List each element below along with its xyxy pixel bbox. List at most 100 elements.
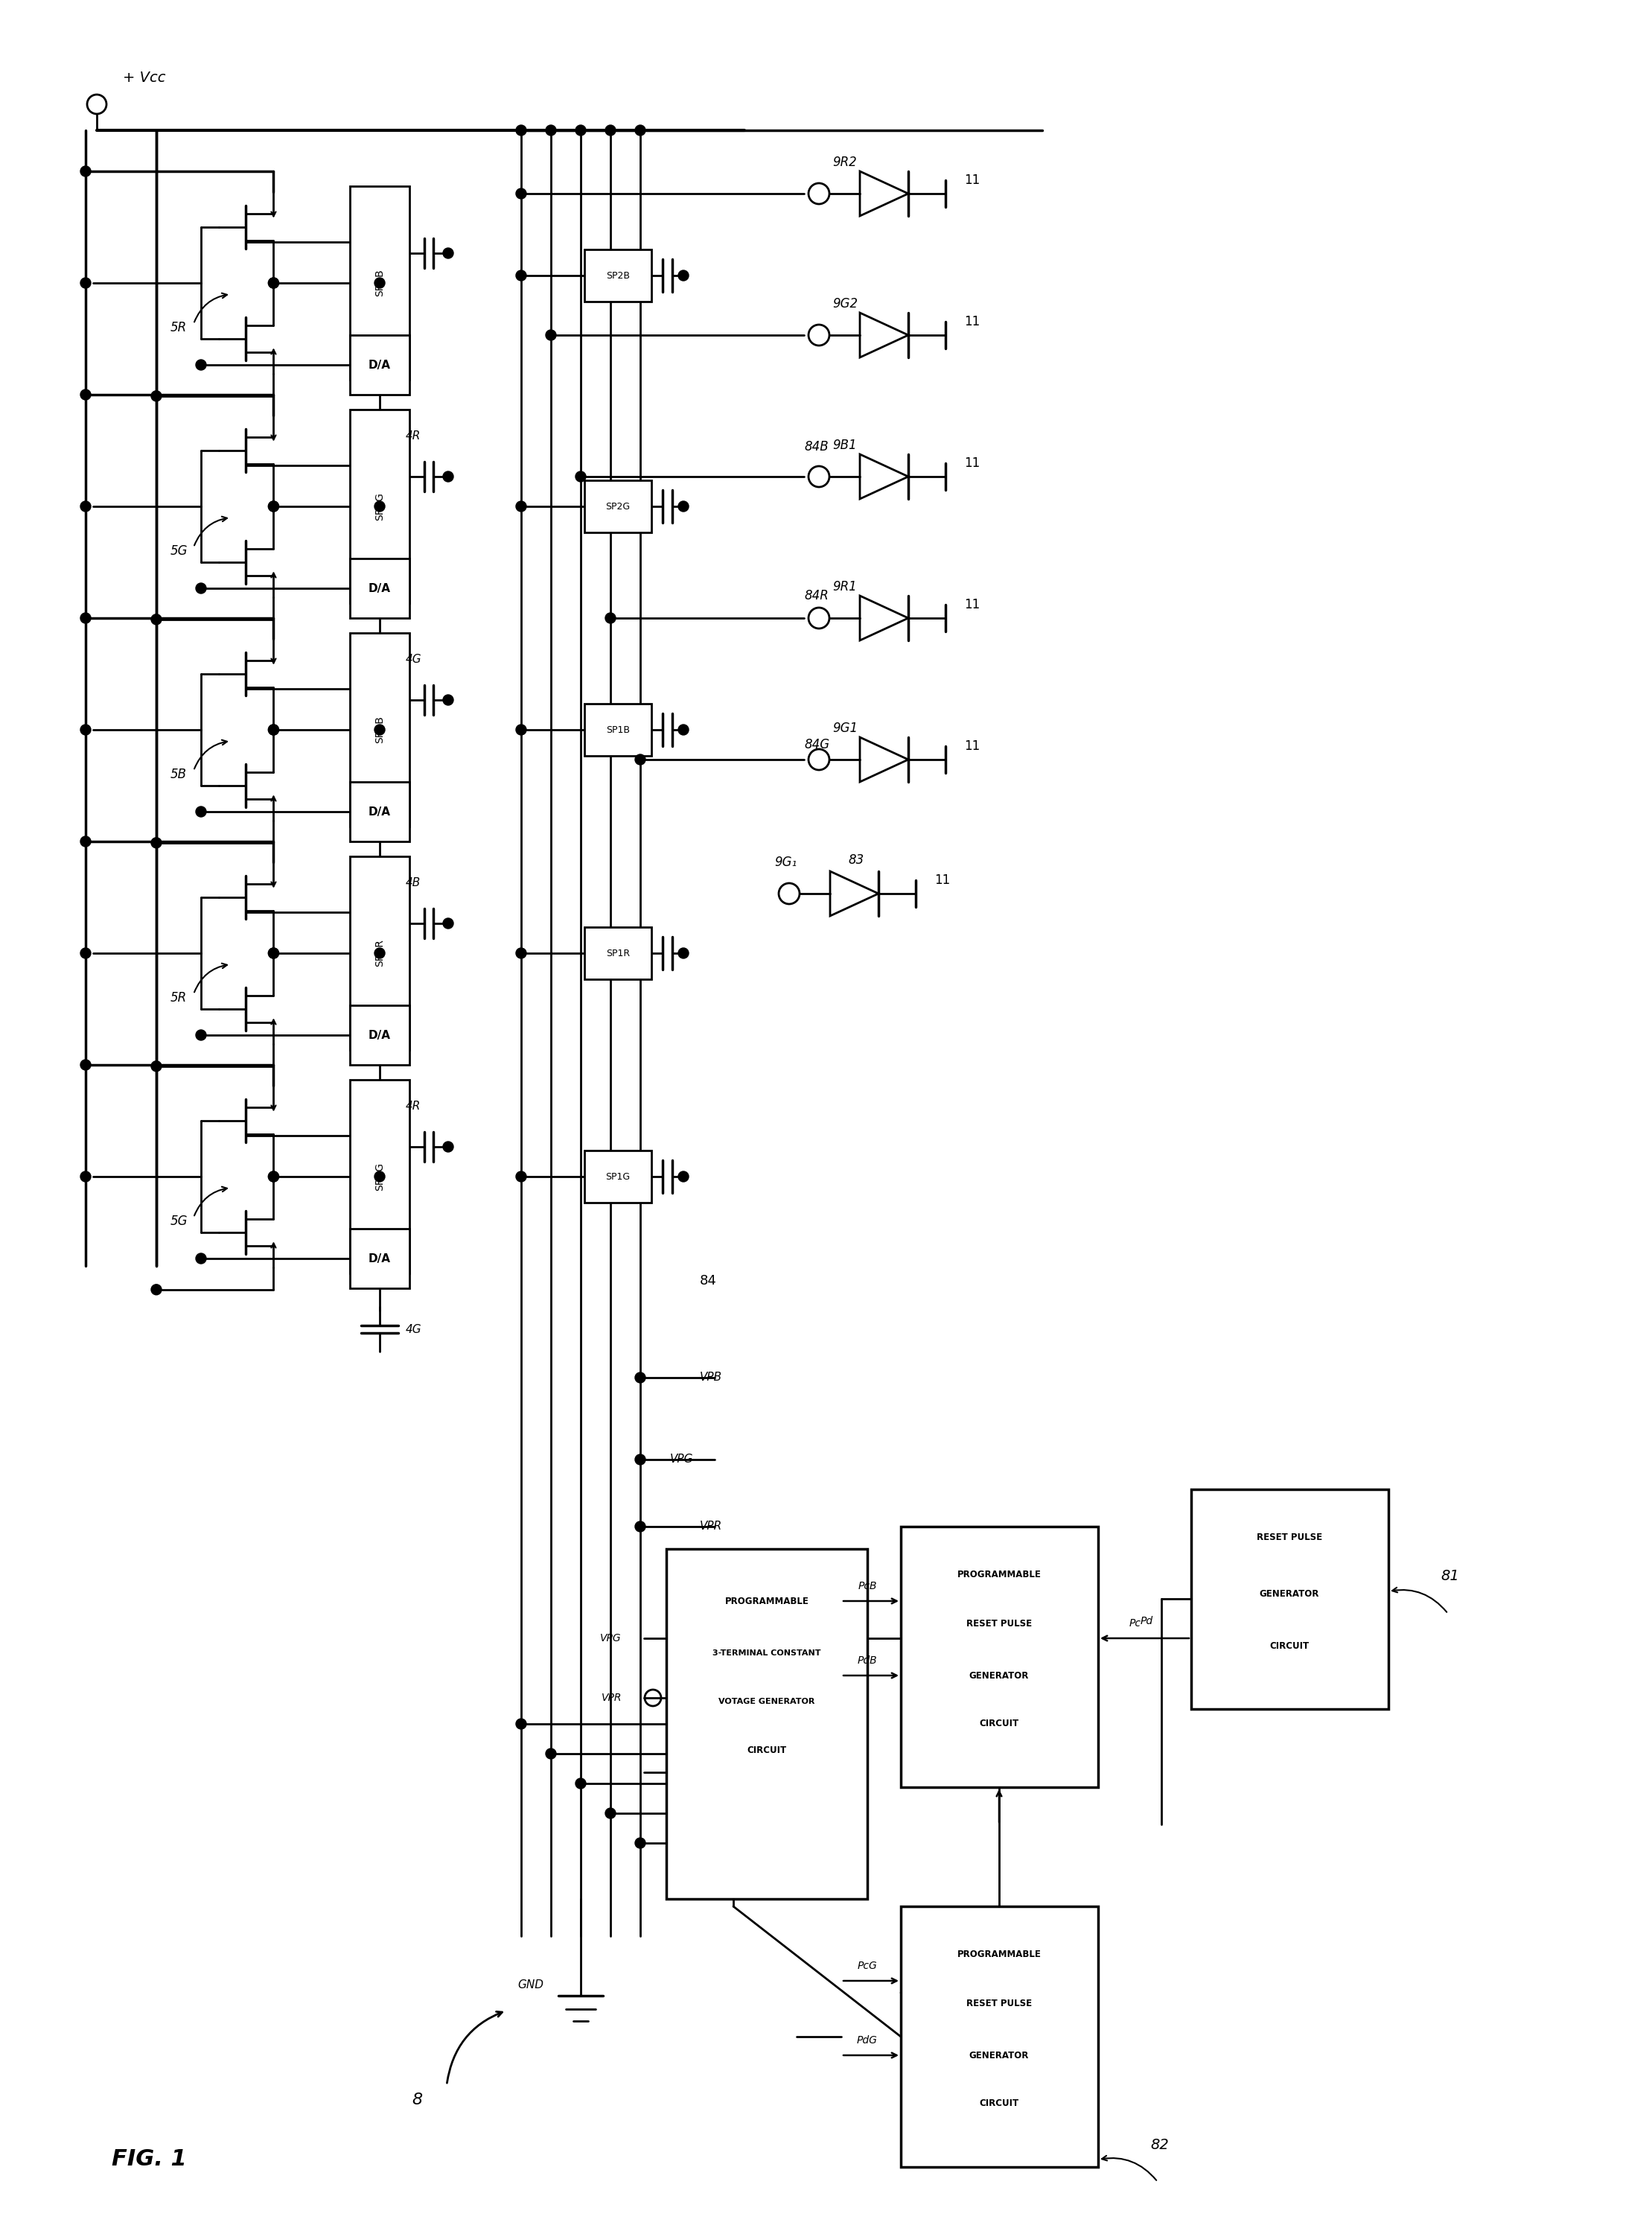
Text: Pd: Pd [1140, 1615, 1153, 1626]
Circle shape [375, 277, 385, 288]
Bar [585, 927, 651, 978]
Bar [585, 1151, 651, 1202]
Bar [900, 1526, 1099, 1787]
Text: RESET PULSE: RESET PULSE [966, 1997, 1032, 2008]
Text: VPR: VPR [700, 1521, 722, 1533]
Bar [350, 856, 410, 1050]
Circle shape [634, 1372, 646, 1383]
Text: 4G: 4G [406, 1323, 421, 1336]
Circle shape [634, 1521, 646, 1533]
Circle shape [679, 1171, 689, 1182]
Text: D/A: D/A [368, 1030, 392, 1041]
Circle shape [268, 724, 279, 735]
Text: GENERATOR: GENERATOR [970, 2051, 1029, 2060]
Bar [666, 1548, 867, 1899]
Circle shape [81, 165, 91, 176]
Text: SR1B: SR1B [375, 717, 385, 744]
Circle shape [268, 1171, 279, 1182]
Circle shape [515, 188, 527, 199]
Circle shape [679, 947, 689, 958]
Circle shape [515, 947, 527, 958]
Text: SR1R: SR1R [375, 941, 385, 967]
Circle shape [515, 1718, 527, 1729]
Text: CIRCUIT: CIRCUIT [747, 1745, 786, 1756]
Bar [900, 1906, 1099, 2167]
Text: 11: 11 [965, 174, 980, 188]
Circle shape [605, 125, 616, 136]
Circle shape [197, 1030, 206, 1041]
Text: CIRCUIT: CIRCUIT [980, 2100, 1019, 2109]
Circle shape [634, 1454, 646, 1466]
Circle shape [375, 500, 385, 512]
Circle shape [605, 1807, 616, 1818]
Circle shape [268, 947, 279, 958]
Text: GENERATOR: GENERATOR [1259, 1588, 1320, 1600]
Circle shape [515, 724, 527, 735]
Text: SP2B: SP2B [606, 270, 629, 281]
Text: PcG: PcG [857, 1961, 877, 1970]
Text: RESET PULSE: RESET PULSE [966, 1617, 1032, 1629]
Text: 5R: 5R [170, 992, 187, 1005]
Bar [350, 558, 410, 619]
Circle shape [634, 755, 646, 764]
Circle shape [515, 1171, 527, 1182]
Text: CIRCUIT: CIRCUIT [980, 1720, 1019, 1729]
Circle shape [81, 1059, 91, 1070]
Text: SP1B: SP1B [606, 724, 629, 735]
Circle shape [197, 806, 206, 818]
Text: 9G₁: 9G₁ [775, 856, 796, 869]
Text: 84R: 84R [805, 590, 828, 603]
Circle shape [515, 125, 527, 136]
Bar [350, 1079, 410, 1273]
Circle shape [679, 270, 689, 281]
Text: 11: 11 [965, 599, 980, 612]
Circle shape [197, 360, 206, 371]
Bar [585, 480, 651, 532]
Text: SR2B: SR2B [375, 270, 385, 297]
Text: 5G: 5G [170, 545, 187, 558]
Text: 4B: 4B [406, 878, 421, 889]
Circle shape [375, 724, 385, 735]
Text: VOTAGE GENERATOR: VOTAGE GENERATOR [719, 1698, 814, 1705]
Circle shape [575, 125, 586, 136]
Bar [585, 704, 651, 755]
Text: PdB: PdB [857, 1655, 877, 1667]
Circle shape [443, 1142, 453, 1153]
Circle shape [443, 695, 453, 706]
Circle shape [268, 500, 279, 512]
Circle shape [634, 1839, 646, 1848]
Circle shape [268, 277, 279, 288]
Text: 5G: 5G [170, 1215, 187, 1229]
Circle shape [515, 270, 527, 281]
Circle shape [679, 500, 689, 512]
Text: 4G: 4G [406, 652, 421, 666]
Circle shape [605, 612, 616, 623]
Circle shape [375, 1171, 385, 1182]
Text: D/A: D/A [368, 806, 392, 818]
Text: CIRCUIT: CIRCUIT [1270, 1640, 1310, 1651]
Circle shape [545, 1749, 557, 1758]
Text: PcB: PcB [857, 1582, 877, 1591]
Text: PdG: PdG [857, 2035, 877, 2046]
Text: VPG: VPG [671, 1454, 694, 1466]
Text: 9B1: 9B1 [833, 438, 857, 451]
Text: VPG: VPG [600, 1633, 621, 1644]
Circle shape [268, 724, 279, 735]
Text: 3-TERMINAL CONSTANT: 3-TERMINAL CONSTANT [712, 1649, 821, 1658]
Text: 11: 11 [935, 873, 950, 887]
Circle shape [545, 331, 557, 340]
Text: 9G1: 9G1 [833, 722, 857, 735]
Circle shape [81, 277, 91, 288]
Circle shape [634, 125, 646, 136]
Text: SR2G: SR2G [375, 491, 385, 521]
Text: 81: 81 [1441, 1568, 1459, 1584]
Text: 9G2: 9G2 [833, 297, 857, 311]
Circle shape [81, 724, 91, 735]
Text: D/A: D/A [368, 583, 392, 594]
Text: 5R: 5R [170, 322, 187, 335]
Circle shape [679, 724, 689, 735]
Circle shape [81, 612, 91, 623]
Circle shape [150, 1285, 162, 1296]
Text: 4R: 4R [406, 1101, 421, 1113]
Text: 84B: 84B [805, 440, 828, 454]
